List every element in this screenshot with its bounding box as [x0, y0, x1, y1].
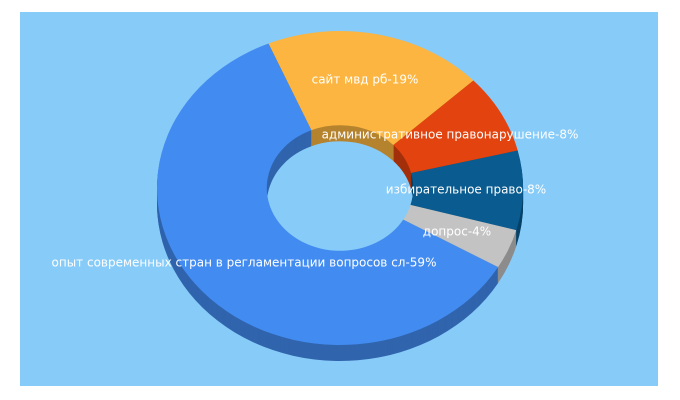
slice — [403, 204, 517, 268]
slice-label: допрос-4% — [423, 225, 491, 239]
slice — [410, 150, 523, 231]
slice — [156, 43, 499, 346]
slice-label: опыт современных стран в регламентации в… — [52, 256, 437, 270]
slice — [393, 80, 518, 174]
slice-label: сайт мвд рб-19% — [312, 73, 419, 87]
slice — [268, 31, 474, 146]
slice-label: избирательное право-8% — [386, 183, 546, 197]
slice-label: административное правонарушение-8% — [322, 128, 579, 142]
